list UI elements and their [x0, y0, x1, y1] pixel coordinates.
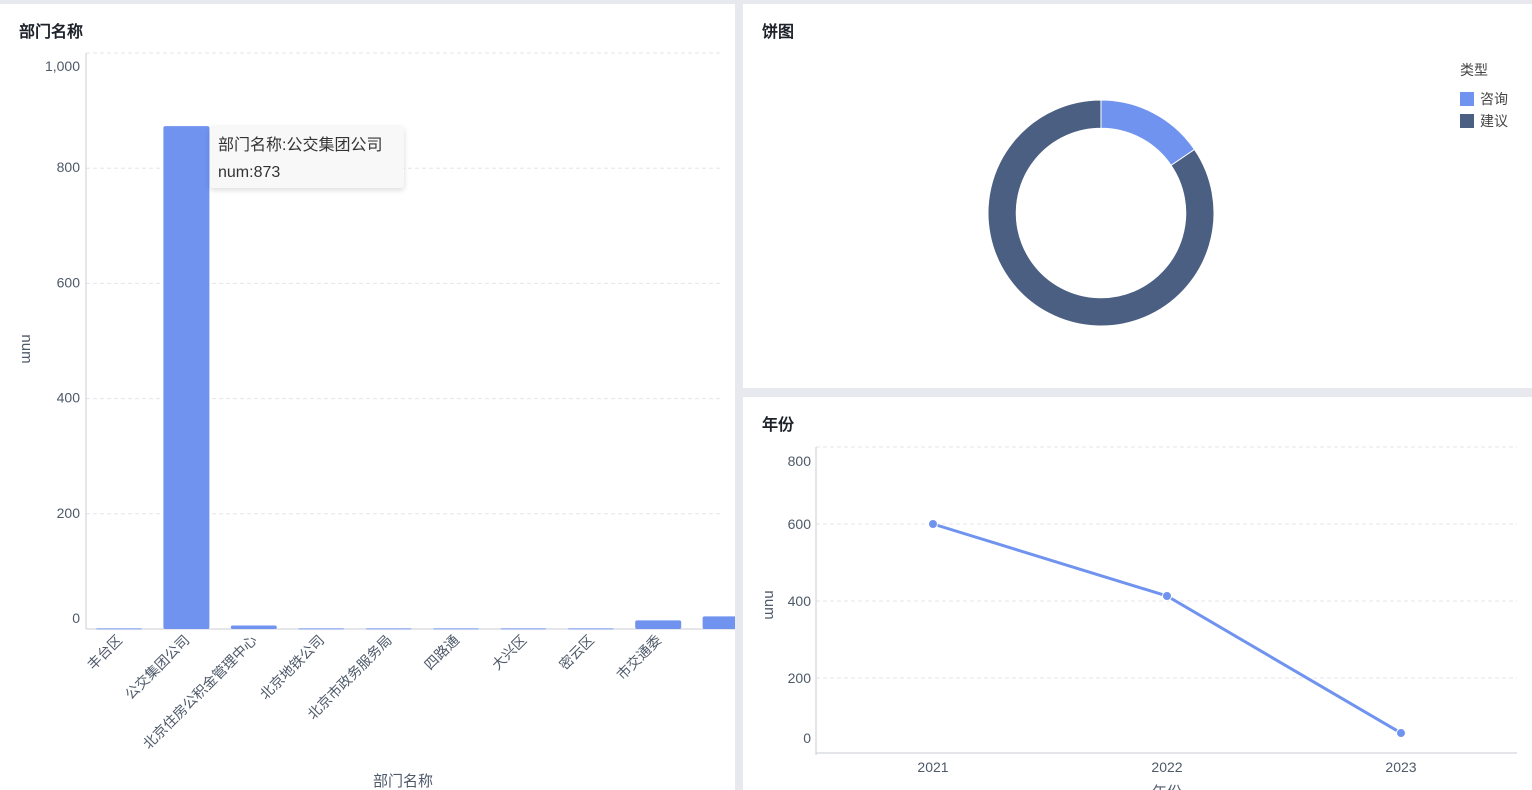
y-axis-title: num: [18, 334, 35, 363]
line-chart-title: 年份: [762, 417, 795, 434]
tooltip-value: num:873: [218, 164, 281, 181]
line-chart: 0 200 400 600 800 2021 2022 2023 年份 num: [761, 446, 1517, 790]
pie-legend: 类型 咨询 建议: [1460, 60, 1508, 132]
y-tick-label: 1,000: [45, 58, 80, 74]
legend-swatch: [1460, 114, 1474, 128]
x-tick-label: 2023: [1385, 759, 1416, 775]
bar: [96, 628, 142, 630]
y-tick-label: 200: [788, 670, 812, 686]
bar: [230, 625, 277, 629]
data-point: [1162, 590, 1172, 601]
y-tick-label: 400: [57, 390, 81, 406]
x-tick-label: 2022: [1151, 759, 1182, 775]
x-tick-label: 丰台区: [84, 632, 125, 673]
legend-swatch: [1460, 92, 1474, 106]
pie-slice: [1100, 99, 1196, 167]
y-tick-label: 400: [788, 593, 812, 609]
pie-chart-panel: 饼图 类型 咨询 建议: [743, 4, 1532, 388]
bar-chart-panel: 部门名称 0 200 400 600 800 1,000 丰台区 公交集团公司 北京住房公积金管…: [0, 4, 735, 790]
legend-item-consult[interactable]: 咨询: [1460, 88, 1508, 110]
bar: [567, 628, 614, 630]
y-tick-label: 200: [57, 505, 81, 521]
y-tick-label: 800: [788, 453, 812, 469]
y-tick-label: 0: [72, 610, 80, 626]
y-tick-label: 0: [803, 730, 811, 746]
legend-title: 类型: [1460, 62, 1488, 78]
x-axis-title: 年份: [1152, 784, 1182, 790]
y-tick-label: 800: [57, 159, 81, 175]
bar-chart: 0 200 400 600 800 1,000 丰台区公交集团公司北京住房公积金管理中心北京…: [18, 52, 735, 790]
pie-chart-title: 饼图: [762, 24, 795, 41]
pie-slice: [987, 99, 1215, 327]
bar: [163, 126, 210, 629]
bar: [365, 628, 412, 630]
y-tick-label: 600: [788, 516, 812, 532]
data-point: [1396, 728, 1406, 739]
bar: [298, 628, 345, 630]
legend-label: 咨询: [1480, 91, 1508, 107]
x-tick-label: 市交通委: [613, 632, 664, 683]
bar: [702, 616, 735, 629]
tooltip-category: 部门名称:公交集团公司: [218, 137, 383, 154]
x-tick-label: 北京地铁公司: [257, 632, 328, 703]
bar: [433, 628, 479, 630]
bar: [635, 620, 682, 629]
chart-tooltip: 部门名称:公交集团公司 num:873: [210, 126, 404, 188]
x-tick-label: 大兴区: [489, 632, 530, 673]
data-point: [928, 519, 938, 529]
x-tick-label: 四路通: [421, 632, 462, 673]
x-tick-label: 密云区: [556, 632, 597, 673]
x-tick-label: 2021: [917, 759, 948, 775]
bar: [500, 628, 547, 630]
pie-chart: [987, 99, 1215, 327]
legend-label: 建议: [1480, 113, 1508, 129]
legend-item-suggest[interactable]: 建议: [1460, 110, 1508, 132]
x-tick-label: 北京住房公积金管理中心: [140, 632, 260, 752]
bar-chart-title: 部门名称: [19, 24, 84, 41]
x-axis-title: 部门名称: [373, 773, 433, 790]
y-axis-title: num: [761, 590, 778, 619]
series-line: [932, 522, 1402, 735]
line-chart-panel: 年份 0 200 400 600 800 2021 2022 2023 年份 num: [743, 397, 1532, 790]
y-tick-label: 600: [57, 274, 81, 290]
x-tick-label: 公交集团公司: [122, 632, 193, 703]
